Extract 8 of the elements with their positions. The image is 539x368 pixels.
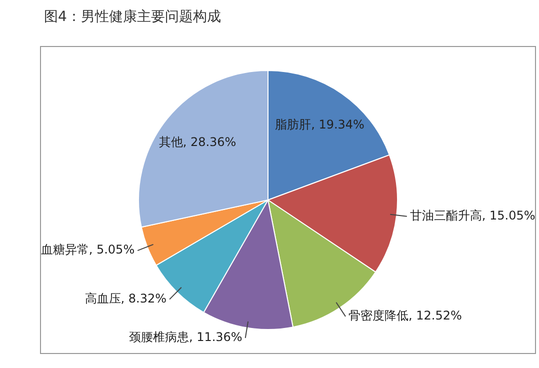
slice-label: 脂肪肝, 19.34% xyxy=(275,118,364,132)
slice-label: 其他, 28.36% xyxy=(158,135,236,150)
chart-title: 图4：男性健康主要问题构成 xyxy=(44,8,221,26)
slice-label: 血糖异常, 5.05% xyxy=(40,242,135,257)
slice-label: 颈腰椎病患, 11.36% xyxy=(128,330,242,344)
slice-label: 骨密度降低, 12.52% xyxy=(348,308,462,323)
slice-label: 高血压, 8.32% xyxy=(84,291,167,306)
slice-label: 甘油三酯升高, 15.05% xyxy=(410,208,536,222)
